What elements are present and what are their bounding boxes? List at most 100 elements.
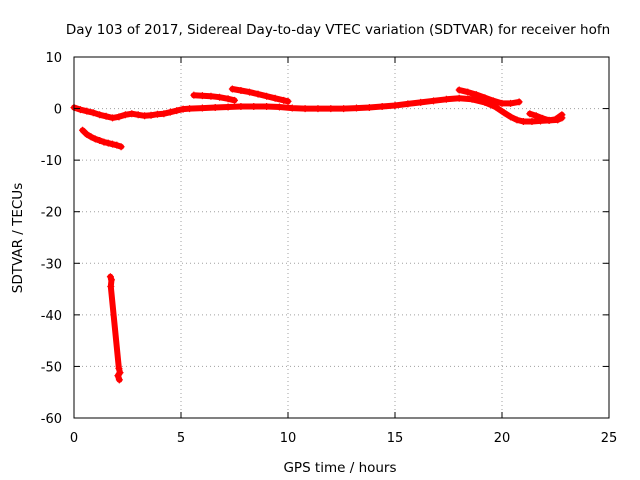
data-point bbox=[455, 94, 463, 102]
data-point bbox=[113, 141, 121, 149]
y-tick-label: -30 bbox=[41, 257, 62, 272]
series-upper-arc-2 bbox=[228, 85, 292, 105]
data-point bbox=[481, 94, 489, 102]
data-point bbox=[83, 107, 91, 115]
data-point bbox=[391, 101, 399, 109]
series-band bbox=[107, 273, 123, 383]
data-point bbox=[121, 111, 129, 119]
data-point bbox=[558, 111, 566, 119]
data-point bbox=[545, 116, 553, 124]
y-tick-label: -60 bbox=[41, 412, 62, 427]
data-point bbox=[91, 135, 99, 143]
data-point bbox=[128, 110, 136, 118]
data-point bbox=[160, 110, 168, 118]
data-point bbox=[166, 108, 174, 116]
data-point bbox=[109, 140, 117, 148]
data-point bbox=[109, 114, 117, 122]
data-point bbox=[489, 97, 497, 105]
series-upper-arc-1 bbox=[190, 91, 238, 104]
data-point bbox=[141, 112, 149, 120]
data-point bbox=[153, 110, 161, 118]
data-point bbox=[340, 105, 348, 113]
data-point bbox=[271, 94, 279, 102]
data-point bbox=[115, 376, 123, 384]
data-point bbox=[288, 104, 296, 112]
data-point bbox=[539, 114, 547, 122]
data-point bbox=[519, 117, 527, 125]
data-point bbox=[492, 103, 500, 111]
data-point bbox=[117, 143, 125, 151]
data-point bbox=[301, 105, 309, 113]
data-point bbox=[417, 98, 425, 106]
data-point bbox=[173, 107, 181, 115]
data-point bbox=[327, 105, 335, 113]
x-axis-label: GPS time / hours bbox=[283, 460, 396, 476]
data-point bbox=[134, 111, 142, 119]
y-tick-label: -40 bbox=[41, 309, 62, 324]
data-point bbox=[76, 106, 84, 114]
data-point bbox=[104, 139, 112, 147]
data-point bbox=[455, 86, 463, 94]
data-point bbox=[352, 104, 360, 112]
data-point bbox=[280, 96, 288, 104]
data-point bbox=[190, 91, 198, 99]
data-point bbox=[79, 126, 87, 134]
data-point bbox=[89, 109, 97, 117]
series-outliers bbox=[106, 273, 124, 384]
data-point bbox=[224, 103, 232, 111]
data-point bbox=[468, 95, 476, 103]
data-point bbox=[211, 104, 219, 112]
data-point bbox=[515, 98, 523, 106]
data-point bbox=[275, 103, 283, 111]
data-point bbox=[404, 100, 412, 108]
data-point bbox=[442, 95, 450, 103]
data-point bbox=[186, 105, 194, 113]
data-point bbox=[472, 91, 480, 99]
data-point bbox=[430, 97, 438, 105]
data-point bbox=[513, 116, 521, 124]
plot-frame bbox=[73, 56, 610, 419]
data-point bbox=[231, 96, 238, 104]
y-tick-label: -20 bbox=[41, 206, 62, 221]
data-point bbox=[526, 110, 534, 118]
data-point bbox=[245, 88, 253, 96]
x-tick-label: 5 bbox=[177, 431, 185, 446]
ticks: 0 5 10 15 20 25 10 0 -10 -20 -30 -40 -50 -60 bbox=[41, 51, 618, 446]
data-point bbox=[102, 112, 110, 120]
data-point bbox=[552, 115, 559, 123]
data-point bbox=[378, 103, 386, 111]
data-point bbox=[237, 103, 245, 111]
data-point bbox=[314, 105, 322, 113]
data-point bbox=[365, 104, 373, 112]
data-point bbox=[500, 109, 508, 117]
data-point bbox=[179, 105, 187, 113]
data-point bbox=[198, 104, 206, 112]
data-point bbox=[100, 138, 108, 146]
x-tick-label: 0 bbox=[70, 431, 78, 446]
y-tick-label: -50 bbox=[41, 360, 62, 375]
data-point bbox=[464, 88, 472, 96]
data-point bbox=[263, 103, 271, 111]
data-point bbox=[106, 273, 114, 281]
data-point bbox=[83, 130, 91, 138]
data-point bbox=[107, 276, 115, 284]
data-point bbox=[507, 113, 515, 121]
data-point bbox=[507, 99, 515, 107]
x-tick-label: 25 bbox=[601, 431, 618, 446]
x-tick-label: 20 bbox=[494, 431, 511, 446]
data-point bbox=[498, 99, 506, 107]
grid bbox=[74, 57, 609, 418]
data-point bbox=[147, 111, 155, 119]
data-point bbox=[237, 87, 245, 95]
data-point bbox=[87, 133, 95, 141]
data-point bbox=[254, 90, 262, 98]
data-point bbox=[96, 137, 104, 145]
series-end-arc bbox=[526, 110, 566, 124]
data-point bbox=[532, 112, 540, 120]
data-point bbox=[114, 372, 122, 380]
y-tick-label: -10 bbox=[41, 154, 62, 169]
data-point bbox=[207, 92, 215, 100]
data-point bbox=[115, 113, 123, 121]
data-point bbox=[198, 92, 206, 100]
